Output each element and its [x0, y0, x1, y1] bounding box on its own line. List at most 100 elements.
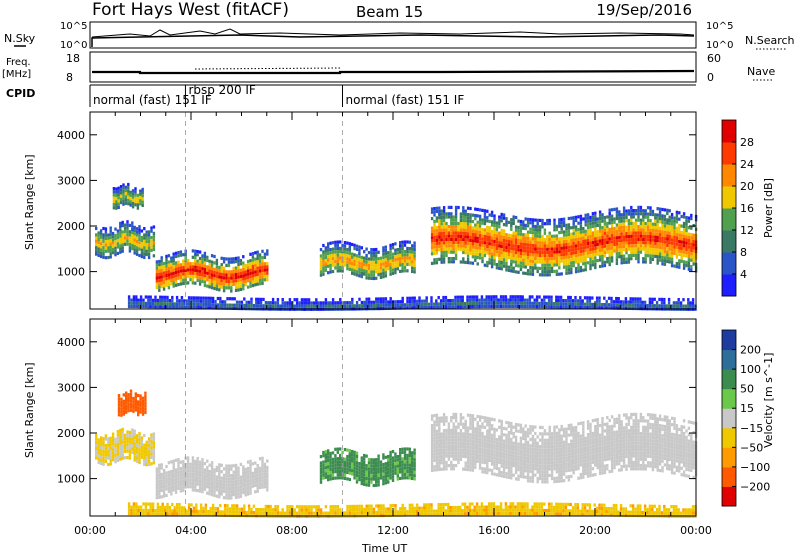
echo-cell	[174, 277, 178, 281]
echo-cell	[220, 470, 223, 474]
echo-cell	[469, 248, 472, 252]
echo-cell	[462, 438, 465, 442]
echo-cell	[104, 459, 108, 464]
echo-cell	[495, 231, 499, 235]
echo-cell	[189, 462, 192, 466]
echo-cell	[526, 262, 530, 266]
echo-cell	[182, 488, 185, 493]
echo-cell	[360, 304, 364, 308]
echo-cell	[620, 254, 623, 258]
echo-cell	[442, 416, 446, 420]
echo-cell	[690, 242, 693, 246]
echo-cell	[281, 301, 284, 305]
echo-cell	[237, 256, 240, 260]
echo-cell	[167, 270, 171, 274]
echo-cell	[196, 275, 199, 279]
echo-cell	[327, 468, 330, 472]
echo-cell	[690, 255, 693, 259]
echo-cell	[440, 419, 443, 423]
echo-cell	[589, 244, 592, 248]
echo-cell	[413, 263, 416, 268]
echo-cell	[567, 295, 570, 299]
echo-cell	[111, 445, 115, 449]
echo-cell	[150, 443, 153, 447]
echo-cell	[584, 232, 587, 237]
echo-cell	[678, 246, 681, 250]
echo-cell	[594, 256, 597, 260]
echo-cell	[389, 466, 392, 470]
echo-cell	[95, 446, 98, 450]
echo-cell	[486, 216, 489, 220]
echo-cell	[630, 250, 633, 254]
echo-cell	[486, 264, 489, 268]
echo-cell	[165, 261, 168, 265]
echo-cell	[408, 296, 412, 300]
echo-cell	[433, 207, 436, 211]
echo-cell	[438, 219, 441, 223]
echo-cell	[452, 467, 455, 471]
echo-cell	[263, 478, 267, 482]
echo-cell	[483, 234, 487, 238]
echo-cell	[625, 247, 628, 252]
echo-cell	[687, 235, 691, 239]
echo-cell	[387, 480, 390, 484]
echo-cell	[632, 225, 635, 229]
echo-cell	[510, 243, 513, 247]
echo-cell	[430, 446, 434, 450]
echo-cell	[237, 285, 240, 289]
echo-cell	[579, 230, 583, 234]
echo-cell	[179, 250, 183, 254]
echo-cell	[145, 246, 148, 250]
echo-cell	[570, 261, 573, 265]
echo-cell	[598, 252, 602, 256]
echo-cell	[546, 250, 549, 255]
echo-cell	[642, 237, 645, 242]
echo-cell	[464, 442, 467, 446]
echo-cell	[462, 432, 465, 436]
echo-cell	[632, 212, 635, 216]
echo-cell	[121, 427, 124, 431]
echo-cell	[251, 484, 255, 488]
echo-cell	[382, 275, 385, 279]
echo-cell	[384, 248, 387, 252]
echo-cell	[445, 244, 448, 248]
echo-cell	[375, 480, 378, 484]
echo-cell	[234, 282, 238, 286]
echo-cell	[430, 465, 434, 469]
echo-cell	[584, 258, 587, 262]
echo-cell	[454, 205, 458, 209]
echo-cell	[213, 474, 216, 478]
echo-cell	[144, 394, 147, 398]
echo-cell	[111, 231, 115, 236]
echo-cell	[598, 220, 602, 224]
echo-cell	[220, 275, 223, 280]
echo-cell	[547, 301, 551, 306]
echo-cell	[685, 251, 688, 255]
echo-cell	[111, 458, 115, 462]
echo-cell	[610, 300, 613, 304]
echo-cell	[170, 492, 173, 496]
echo-cell	[596, 217, 599, 221]
echo-cell	[125, 391, 128, 395]
echo-cell	[673, 219, 676, 223]
echo-cell	[194, 259, 197, 263]
echo-cell	[239, 491, 243, 495]
echo-cell	[263, 482, 267, 486]
echo-cell	[232, 273, 235, 277]
echo-cell	[577, 269, 580, 273]
echo-cell	[450, 444, 453, 448]
echo-cell	[447, 444, 451, 448]
echo-cell	[401, 466, 404, 470]
echo-cell	[155, 279, 159, 283]
echo-cell	[469, 235, 472, 239]
echo-cell	[430, 207, 434, 211]
echo-cell	[406, 250, 409, 254]
echo-cell	[375, 270, 378, 274]
echo-cell	[116, 251, 120, 255]
echo-cell	[97, 457, 100, 461]
echo-cell	[649, 219, 652, 223]
echo-cell	[644, 247, 647, 251]
echo-cell	[606, 225, 609, 229]
echo-cell	[339, 298, 342, 302]
echo-cell	[127, 393, 130, 397]
